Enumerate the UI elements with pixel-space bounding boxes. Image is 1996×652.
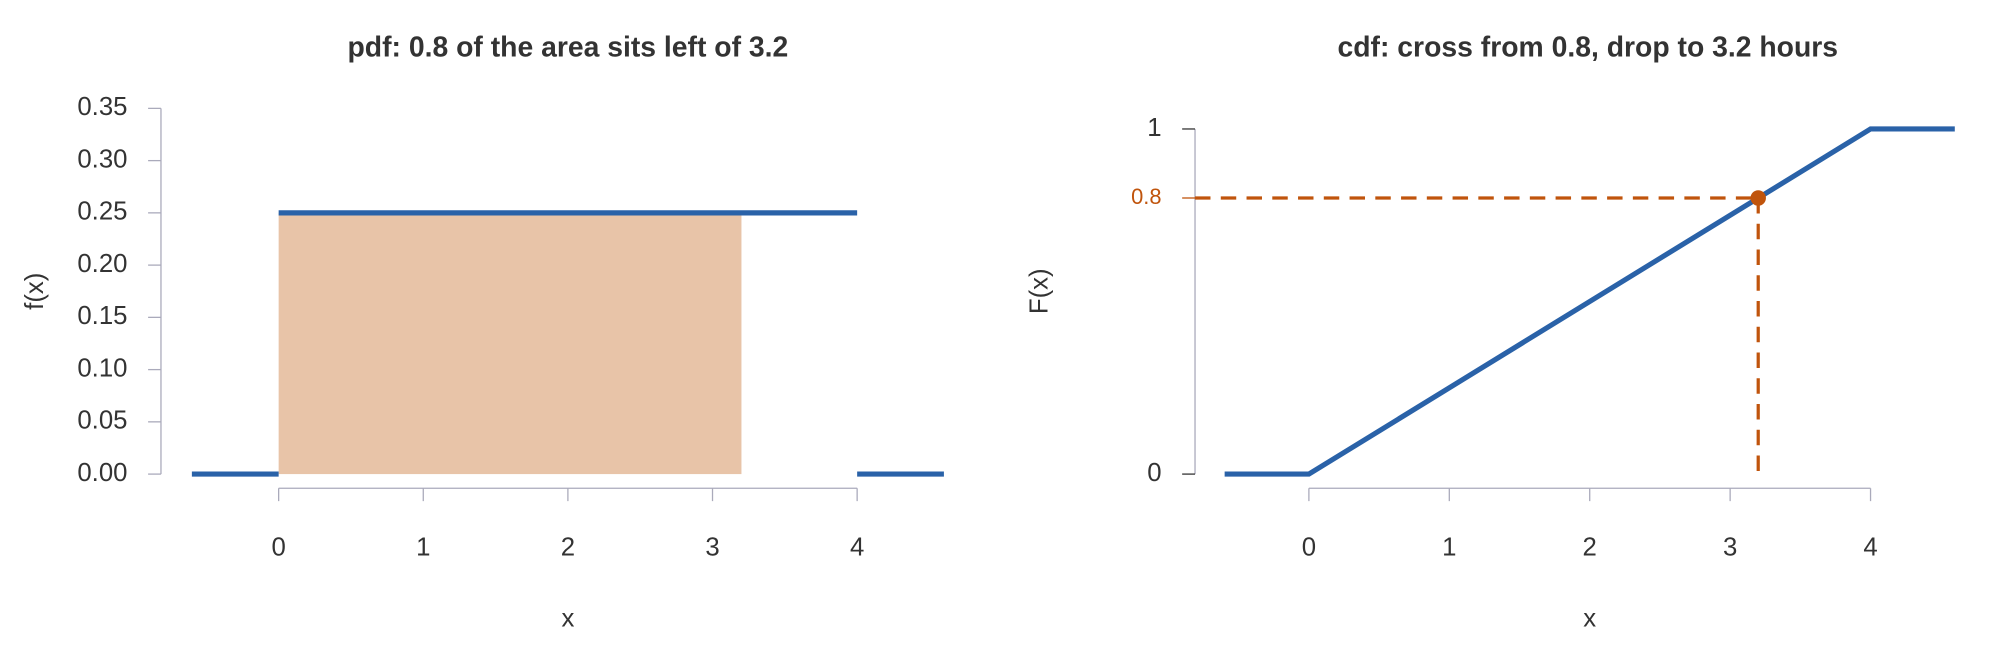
x-tick-label: 3 [705, 534, 719, 562]
x-tick-label: 4 [850, 534, 864, 562]
y-tick-label: 0 [1147, 459, 1161, 487]
y-tick-label: 0.10 [77, 354, 127, 382]
x-axis-title: x [1583, 604, 1596, 632]
x-tick-label: 4 [1863, 534, 1877, 562]
y-tick-label: 0.8 [1131, 184, 1161, 209]
y-tick-label: 0.25 [77, 198, 127, 226]
y-tick-label: 0.00 [77, 459, 127, 487]
y-tick-label: 0.20 [77, 250, 127, 278]
y-tick-label: 0.35 [77, 93, 127, 121]
x-tick-label: 1 [1442, 534, 1456, 562]
x-tick-label: 0 [271, 534, 285, 562]
y-axis-title: F(x) [1025, 268, 1053, 314]
chart-title: cdf: cross from 0.8, drop to 3.2 hours [1338, 32, 1839, 64]
y-tick-label: 0.30 [77, 145, 127, 173]
y-axis-title: f(x) [21, 273, 49, 310]
x-axis-title: x [561, 604, 574, 632]
line [1224, 126, 1955, 477]
x-tick-label: 2 [1583, 534, 1597, 562]
shaded-area [278, 212, 742, 475]
point [1750, 190, 1766, 206]
x-tick-label: 3 [1723, 534, 1737, 562]
x-tick-label: 1 [416, 534, 430, 562]
y-tick-label: 0.15 [77, 302, 127, 330]
chart-title: pdf: 0.8 of the area sits left of 3.2 [348, 32, 789, 64]
x-tick-label: 0 [1302, 534, 1316, 562]
x-tick-label: 2 [561, 534, 575, 562]
y-tick-label: 1 [1147, 114, 1161, 142]
y-tick-label: 0.05 [77, 407, 127, 435]
